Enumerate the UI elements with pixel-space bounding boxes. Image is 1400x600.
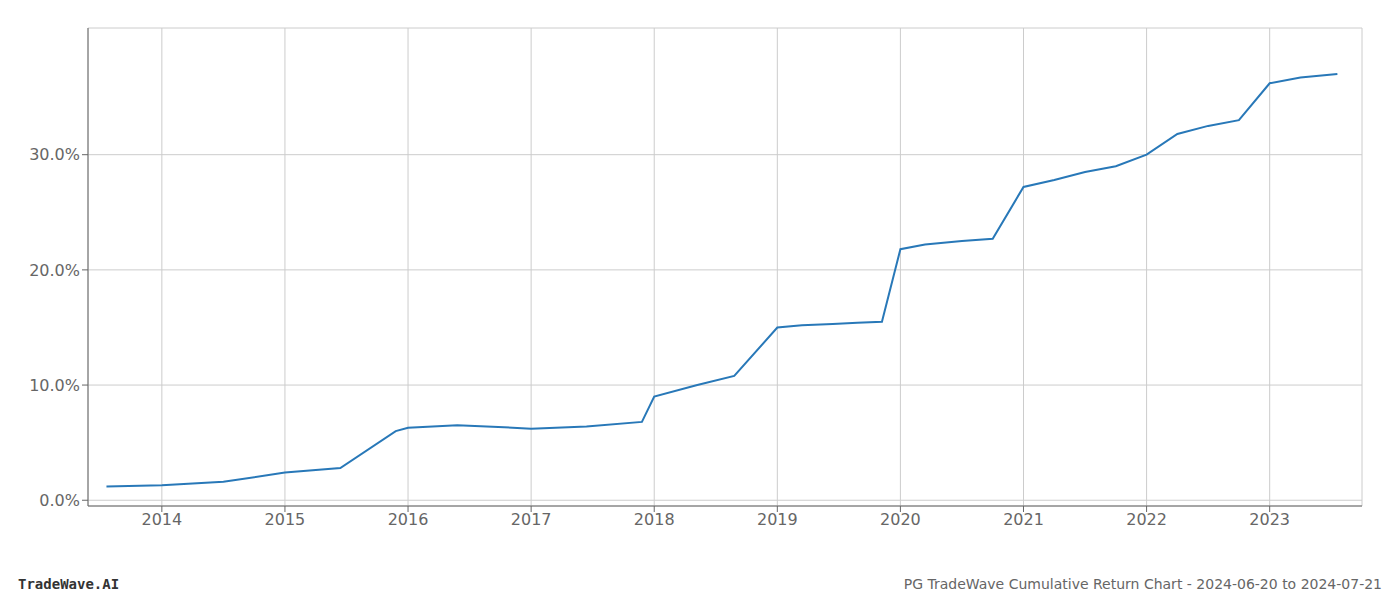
svg-text:2019: 2019	[757, 510, 798, 529]
svg-text:2014: 2014	[141, 510, 182, 529]
svg-text:2017: 2017	[511, 510, 552, 529]
svg-text:2020: 2020	[880, 510, 921, 529]
svg-text:10.0%: 10.0%	[29, 376, 80, 395]
svg-text:2022: 2022	[1126, 510, 1167, 529]
svg-text:2021: 2021	[1003, 510, 1044, 529]
svg-text:2023: 2023	[1249, 510, 1290, 529]
svg-text:2016: 2016	[388, 510, 429, 529]
html-text:TradeWave.AI: TradeWave.AI	[18, 576, 120, 592]
html-text:PG TradeWave Cumulative Return: PG TradeWave Cumulative Return Chart - 2…	[903, 576, 1382, 592]
svg-text:2015: 2015	[265, 510, 306, 529]
svg-text:0.0%: 0.0%	[39, 491, 80, 510]
svg-text:30.0%: 30.0%	[29, 145, 80, 164]
svg-text:20.0%: 20.0%	[29, 261, 80, 280]
svg-text:2018: 2018	[634, 510, 675, 529]
